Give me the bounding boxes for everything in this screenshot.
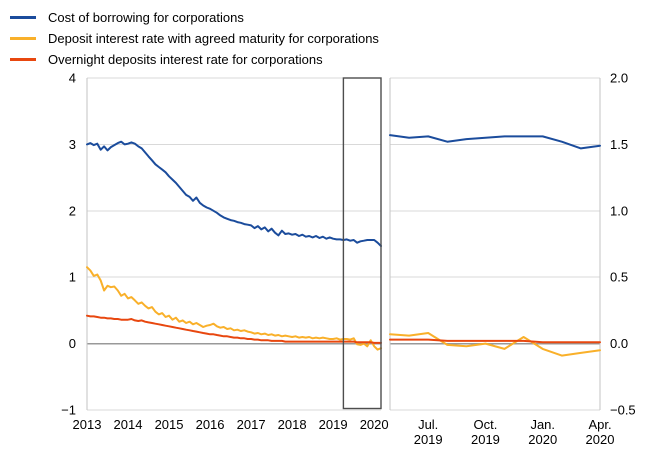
right-y-tick-label: 1.5 bbox=[610, 137, 628, 152]
legend-line-swatch-red bbox=[10, 58, 36, 61]
legend-label: Cost of borrowing for corporations bbox=[48, 10, 244, 25]
right-x-tick-label-year: 2019 bbox=[414, 432, 443, 447]
left-x-tick-label: 2015 bbox=[155, 417, 184, 432]
right-y-tick-label: 0.0 bbox=[610, 336, 628, 351]
right-line-deposit-interest-rate-with-agreed-maturity-for-corporations bbox=[389, 332, 601, 357]
right-x-tick-label-month: Apr. bbox=[588, 417, 611, 432]
left-x-tick-label: 2013 bbox=[73, 417, 102, 432]
left-x-tick-label: 2016 bbox=[196, 417, 225, 432]
legend-item-deposit-agreed-maturity: Deposit interest rate with agreed maturi… bbox=[10, 28, 379, 49]
legend-item-cost-of-borrowing: Cost of borrowing for corporations bbox=[10, 7, 379, 28]
zoom-region-box bbox=[342, 77, 382, 410]
right-x-tick-label-month: Oct. bbox=[474, 417, 498, 432]
right-y-tick-label: 2.0 bbox=[610, 71, 628, 86]
right-x-tick-label-month: Jul. bbox=[418, 417, 438, 432]
left-y-tick-label: 0 bbox=[69, 336, 76, 351]
legend: Cost of borrowing for corporations Depos… bbox=[10, 7, 379, 70]
right-x-tick-label-year: 2019 bbox=[471, 432, 500, 447]
left-y-tick-label: 3 bbox=[69, 137, 76, 152]
right-line-overnight-deposits-interest-rate-for-corporations bbox=[389, 338, 601, 344]
legend-label: Deposit interest rate with agreed maturi… bbox=[48, 31, 379, 46]
legend-line-swatch-blue bbox=[10, 16, 36, 19]
left-line-deposit-interest-rate-with-agreed-maturity-for-corporations bbox=[86, 266, 382, 351]
left-x-tick-label: 2019 bbox=[319, 417, 348, 432]
left-x-tick-label: 2018 bbox=[278, 417, 307, 432]
right-x-tick-label-month: Jan. bbox=[530, 417, 555, 432]
left-y-tick-label: 4 bbox=[69, 71, 76, 86]
right-line-cost-of-borrowing-for-corporations bbox=[389, 134, 601, 150]
right-y-tick-label: 0.5 bbox=[610, 270, 628, 285]
left-y-tick-label: −1 bbox=[61, 403, 76, 418]
right-x-tick-label-year: 2020 bbox=[528, 432, 557, 447]
right-x-tick-label-year: 2020 bbox=[586, 432, 615, 447]
legend-label: Overnight deposits interest rate for cor… bbox=[48, 52, 323, 67]
left-line-cost-of-borrowing-for-corporations bbox=[86, 140, 382, 247]
left-x-tick-label: 2014 bbox=[114, 417, 143, 432]
legend-item-overnight-deposits: Overnight deposits interest rate for cor… bbox=[10, 49, 379, 70]
left-x-tick-label: 2017 bbox=[237, 417, 266, 432]
left-line-overnight-deposits-interest-rate-for-corporations bbox=[86, 314, 382, 344]
right-y-tick-label: 1.0 bbox=[610, 203, 628, 218]
right-y-tick-label: −0.5 bbox=[610, 403, 636, 418]
legend-line-swatch-yellow bbox=[10, 37, 36, 40]
left-x-tick-label: 2020 bbox=[360, 417, 389, 432]
left-y-tick-label: 2 bbox=[69, 203, 76, 218]
left-y-tick-label: 1 bbox=[69, 270, 76, 285]
